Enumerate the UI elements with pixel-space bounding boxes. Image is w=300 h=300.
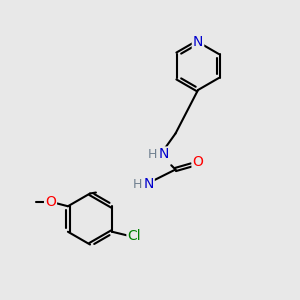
Text: N: N xyxy=(158,148,169,161)
Text: Cl: Cl xyxy=(128,229,141,243)
Text: N: N xyxy=(193,35,203,49)
Text: O: O xyxy=(45,195,56,209)
Text: O: O xyxy=(193,155,203,169)
Text: H: H xyxy=(132,178,142,191)
Text: N: N xyxy=(143,178,154,191)
Text: H: H xyxy=(147,148,157,161)
